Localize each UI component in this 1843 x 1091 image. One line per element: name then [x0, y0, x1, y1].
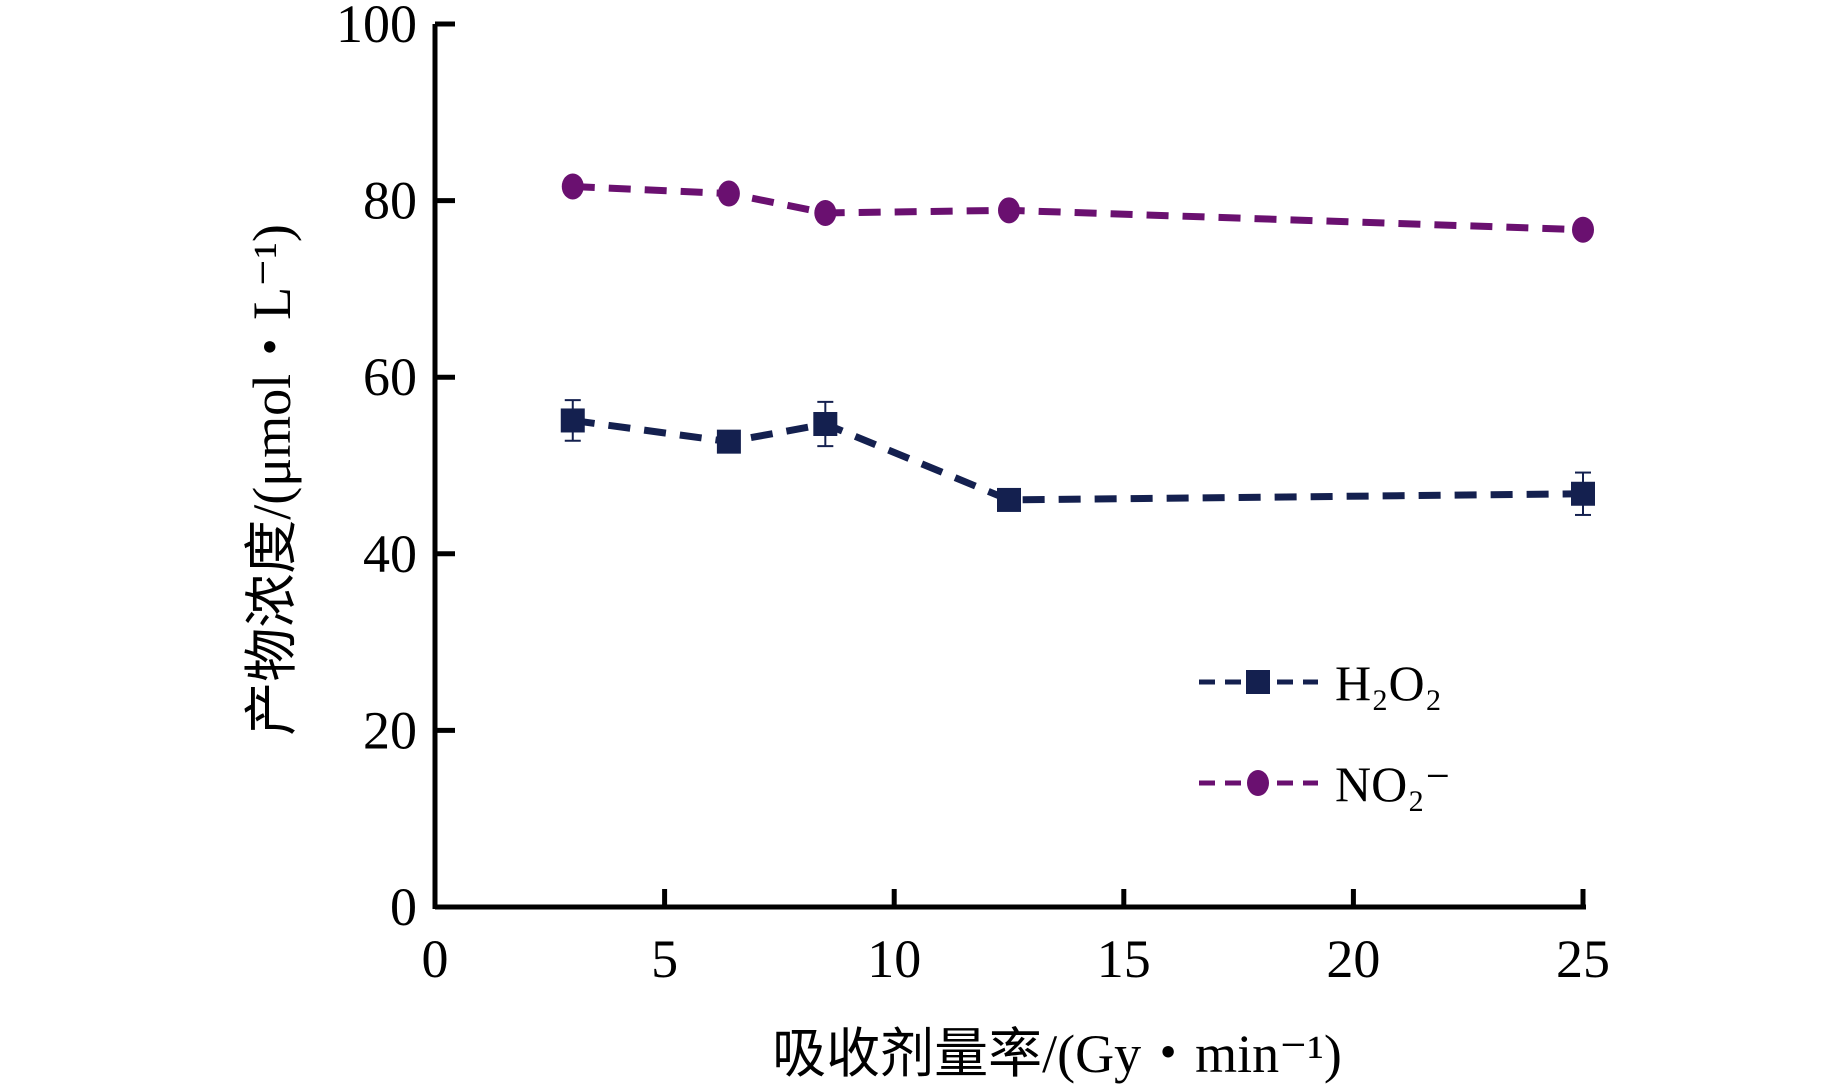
x-axis-label: 吸收剂量率/(Gy・min⁻¹) [772, 1024, 1342, 1084]
series-layer [560, 173, 1595, 516]
data-point-circle [1572, 216, 1594, 243]
x-tick-label: 10 [867, 929, 921, 989]
legend-label: NO₂⁻ [1335, 756, 1451, 812]
data-point-circle [717, 180, 740, 207]
x-tick-label: 20 [1326, 929, 1380, 989]
data-point-square [716, 429, 741, 454]
y-tick-label: 60 [363, 347, 417, 407]
y-tick-label: 80 [363, 171, 417, 231]
data-point-circle [561, 173, 584, 200]
y-tick-label: 20 [363, 700, 417, 760]
data-point-circle [814, 199, 837, 226]
legend-item: H₂O₂ [1199, 655, 1442, 711]
legend-item: NO₂⁻ [1199, 756, 1451, 812]
data-point-square [813, 411, 838, 436]
data-point-square [1246, 670, 1270, 694]
x-tick-label: 25 [1556, 929, 1610, 989]
y-tick-label: 0 [390, 877, 417, 937]
y-tick-label: 40 [363, 524, 417, 584]
series-1 [561, 173, 1594, 243]
x-tick-label: 15 [1097, 929, 1151, 989]
data-point-square [1571, 481, 1595, 506]
x-tick-label: 5 [651, 929, 678, 989]
y-axis-label: 产物浓度/(μmol・L⁻¹) [242, 224, 302, 736]
y-tick-label: 100 [336, 0, 417, 54]
legend-label: H₂O₂ [1335, 655, 1442, 711]
axes: 0 5 10 15 20 25 0 20 40 60 80 100 [336, 0, 1610, 989]
data-point-square [997, 487, 1021, 512]
data-point-square [560, 408, 585, 433]
legend: H₂O₂ NO₂⁻ [1199, 655, 1451, 812]
x-tick-label: 0 [422, 929, 449, 989]
data-point-circle [998, 197, 1020, 224]
data-point-circle [1247, 770, 1269, 796]
series-0 [560, 399, 1595, 516]
